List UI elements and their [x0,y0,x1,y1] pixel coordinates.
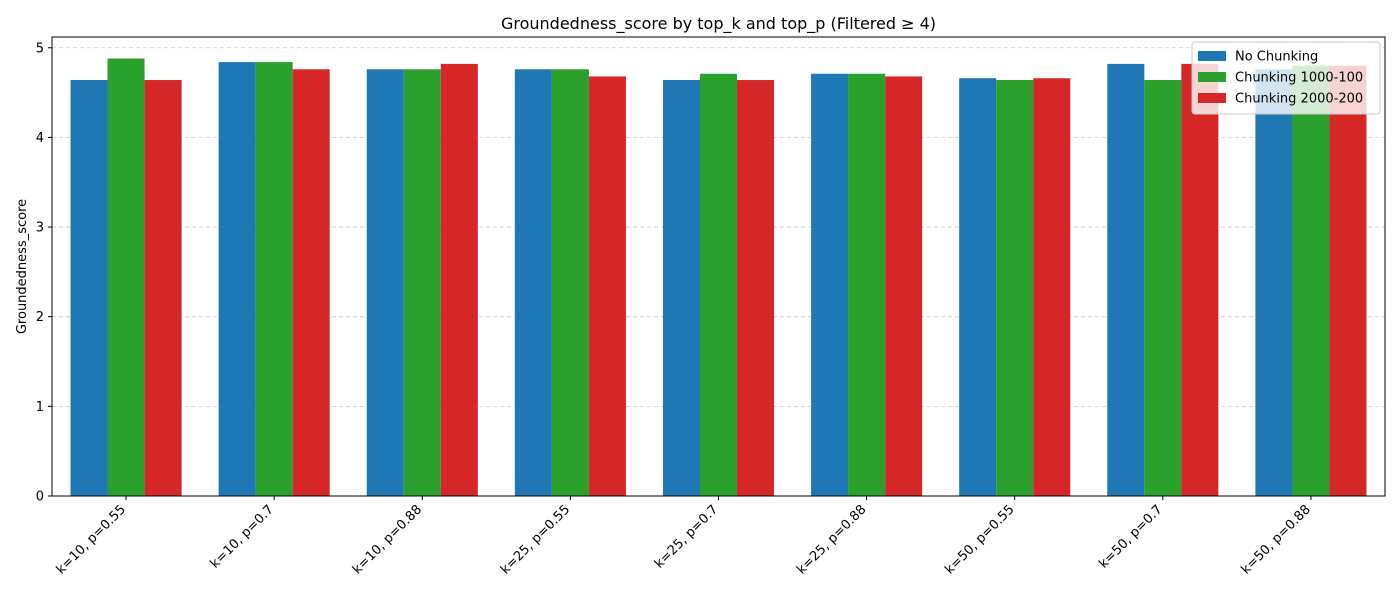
bar [292,69,330,496]
bar [1292,65,1330,496]
bar [588,76,626,496]
chart-title: Groundedness_score by top_k and top_p (F… [501,14,936,34]
legend: No Chunking Chunking 1000-100 Chunking 200… [1191,41,1381,115]
bar [440,63,478,496]
bar [218,62,256,496]
legend-swatch [1198,72,1226,82]
y-axis-label: Groundedness_score [15,199,30,334]
bar [1033,78,1071,496]
bar [514,69,552,496]
bar [848,73,886,496]
bar [1329,65,1367,496]
bar [107,58,145,496]
legend-label: Chunking 1000-100 [1235,71,1363,86]
bar [366,69,404,496]
y-tick-label: 2 [36,310,44,325]
bar [255,62,293,496]
bar [885,76,923,496]
bar [811,73,849,496]
bar [959,78,997,496]
legend-label: Chunking 2000-200 [1235,92,1363,107]
bar [144,80,182,496]
legend-swatch [1198,93,1226,103]
bar [70,80,108,496]
y-tick-label: 4 [36,131,44,146]
bar [403,69,441,496]
bar [737,80,775,496]
bar [996,80,1034,496]
bar [551,69,589,496]
bar [662,80,700,496]
y-tick-label: 0 [36,490,44,505]
y-tick-label: 1 [36,400,44,415]
bar [1181,63,1219,496]
legend-box [1191,41,1381,115]
legend-label: No Chunking [1235,50,1318,65]
bar [1144,80,1182,496]
y-axis-ticks: 0 1 2 3 4 5 [36,41,52,505]
bar [1107,63,1145,496]
bar [1255,69,1293,496]
bars [70,58,1367,496]
bar [699,73,738,496]
y-tick-label: 3 [36,221,44,236]
y-tick-label: 5 [36,41,44,56]
legend-swatch [1198,51,1226,61]
